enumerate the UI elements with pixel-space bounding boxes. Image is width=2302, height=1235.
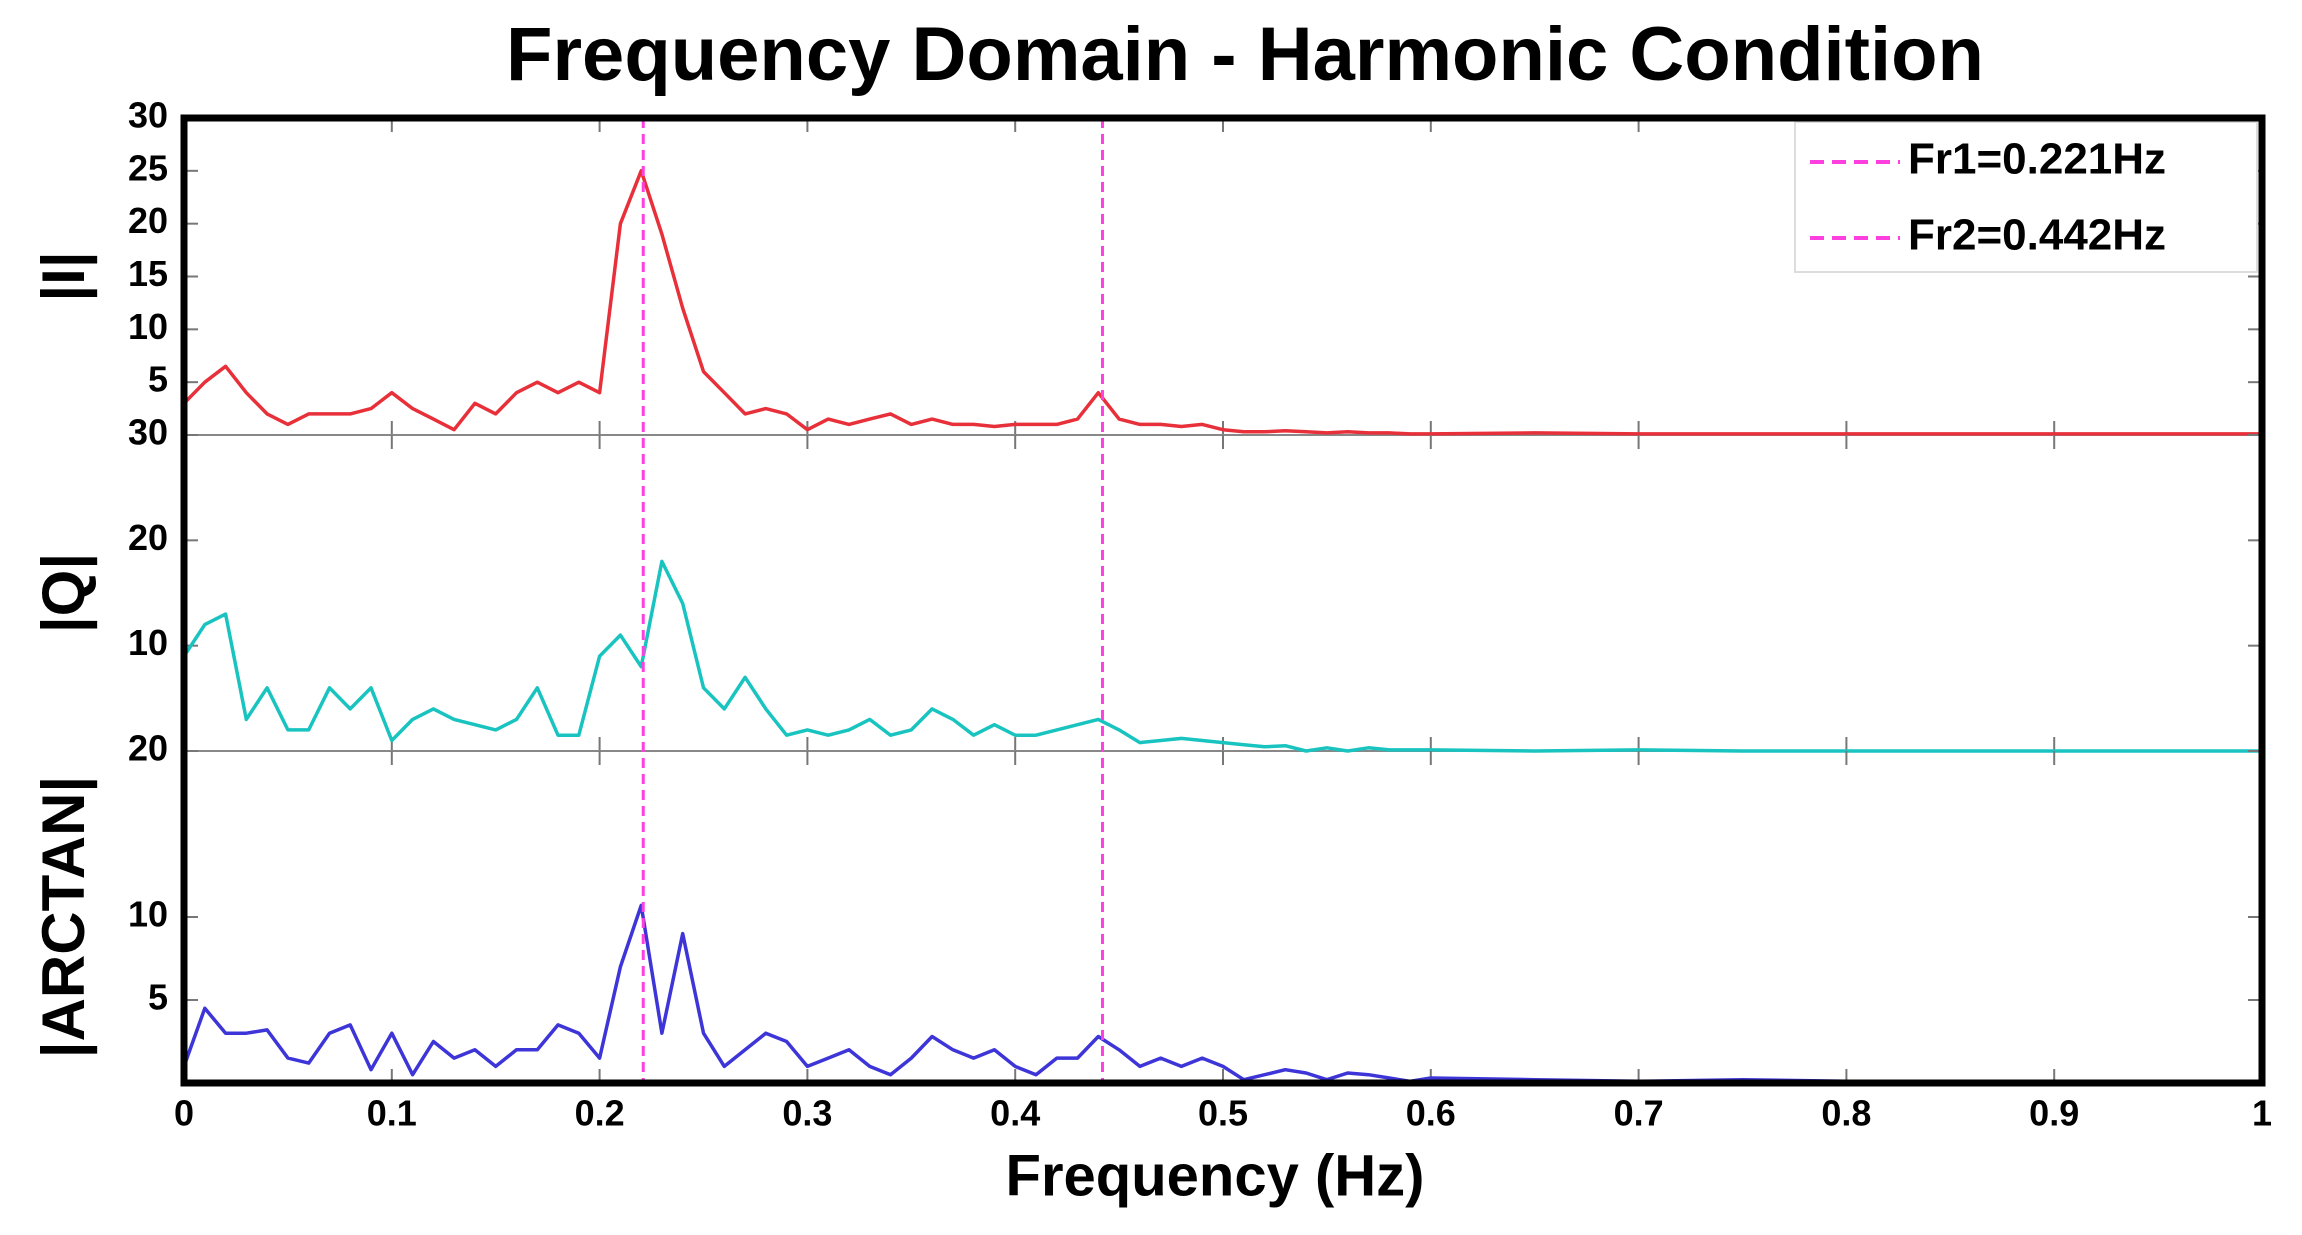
- plot-frame: [180, 114, 2266, 1087]
- x-tick-label: 0.6: [1406, 1093, 1456, 1134]
- y-tick-label: 30: [128, 95, 168, 136]
- y-tick-label: 20: [128, 200, 168, 241]
- y-tick-label: 20: [128, 728, 168, 769]
- legend-label: Fr1=0.221Hz: [1908, 135, 2166, 184]
- legend-label: Fr2=0.442Hz: [1908, 211, 2166, 260]
- y-tick-label: 25: [128, 147, 168, 188]
- y-tick-label: 20: [128, 517, 168, 558]
- data-line: [182, 169, 2262, 436]
- y-tick-label: 10: [128, 306, 168, 347]
- x-tick-label: 0.7: [1614, 1093, 1664, 1134]
- x-tick-label: 0.3: [782, 1093, 832, 1134]
- y-tick-label: 15: [128, 253, 168, 294]
- x-axis-title: Frequency (Hz): [1006, 1143, 1425, 1208]
- x-tick-label: 0.1: [367, 1093, 417, 1134]
- y-tick-label: 10: [128, 894, 168, 935]
- x-tick-label: 0.2: [575, 1093, 625, 1134]
- x-tick-label: 0.5: [1198, 1093, 1248, 1134]
- y-tick-label: 30: [128, 412, 168, 453]
- legend-box: [1794, 121, 2258, 273]
- y-axis-title: |I|: [30, 251, 98, 301]
- y-tick-label: 5: [148, 977, 168, 1018]
- y-tick-label: 10: [128, 622, 168, 663]
- y-tick-label: 5: [148, 359, 168, 400]
- x-tick-label: 1: [2252, 1093, 2272, 1134]
- chart-title: Frequency Domain - Harmonic Condition: [506, 12, 1984, 97]
- data-line: [182, 903, 2262, 1084]
- data-line: [182, 559, 2262, 753]
- x-tick-label: 0.4: [990, 1093, 1040, 1134]
- x-tick-label: 0.8: [1821, 1093, 1871, 1134]
- x-tick-label: 0.9: [2029, 1093, 2079, 1134]
- y-axis-title: |Q|: [30, 553, 98, 633]
- y-axis-title: |ARCTAN|: [30, 776, 98, 1058]
- x-tick-label: 0: [174, 1093, 194, 1134]
